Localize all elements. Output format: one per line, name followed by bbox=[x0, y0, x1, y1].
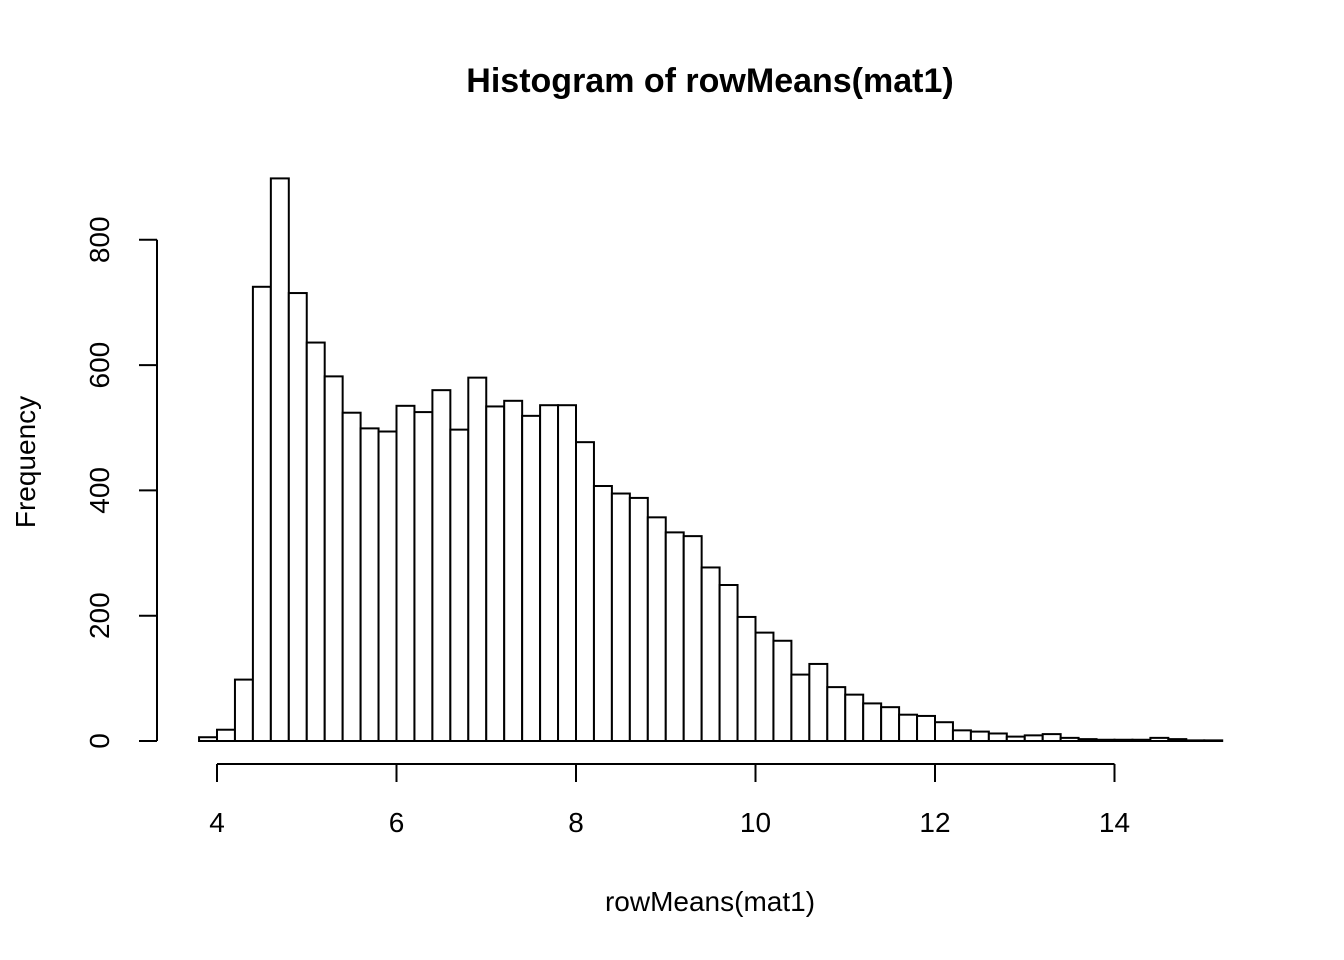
histogram-bar bbox=[485, 405, 506, 742]
histogram-bar bbox=[646, 516, 667, 743]
x-tick-label: 10 bbox=[740, 807, 771, 838]
histogram-bar bbox=[269, 177, 290, 742]
bars-group bbox=[198, 177, 1224, 743]
histogram-bar bbox=[198, 736, 219, 742]
histogram-bar bbox=[377, 430, 398, 742]
histogram-bar bbox=[736, 615, 757, 743]
histogram-bar bbox=[610, 492, 631, 742]
histogram-bar bbox=[305, 341, 326, 742]
histogram-bar bbox=[1185, 739, 1206, 742]
histogram-bar bbox=[1005, 735, 1026, 742]
histogram-bar bbox=[987, 732, 1008, 742]
histogram-bar bbox=[1095, 738, 1116, 742]
histogram-bar bbox=[1203, 739, 1224, 742]
histogram-bar bbox=[359, 427, 380, 742]
histogram-bar bbox=[916, 714, 936, 743]
y-tick-label: 400 bbox=[84, 467, 115, 514]
y-tick-label: 200 bbox=[84, 592, 115, 639]
histogram-bar bbox=[575, 441, 595, 742]
x-tick-label: 6 bbox=[389, 807, 405, 838]
histogram-bar bbox=[969, 730, 990, 742]
histogram-bar bbox=[951, 729, 972, 742]
y-axis-label: Frequency bbox=[10, 396, 41, 528]
histogram-bar bbox=[1149, 736, 1170, 742]
histogram-bar bbox=[1131, 738, 1152, 742]
x-tick-label: 8 bbox=[568, 807, 584, 838]
histogram-bar bbox=[898, 713, 919, 743]
histogram-bar bbox=[1059, 736, 1080, 742]
histogram-bar bbox=[287, 292, 308, 742]
histogram-bar bbox=[216, 728, 236, 742]
histogram-bar bbox=[592, 485, 613, 743]
histogram-bar bbox=[323, 375, 344, 742]
histogram-bar bbox=[1167, 738, 1188, 742]
x-axis: 4 6 8 10 12 14 bbox=[209, 763, 1130, 838]
x-tick-label: 14 bbox=[1099, 807, 1130, 838]
histogram-bar bbox=[700, 566, 721, 743]
histogram-bar bbox=[1077, 738, 1098, 742]
histogram-bar bbox=[233, 678, 254, 742]
histogram-bar bbox=[449, 428, 470, 742]
histogram-bar bbox=[826, 686, 847, 742]
histogram-bar bbox=[557, 404, 577, 742]
histogram-bar bbox=[467, 376, 488, 742]
histogram-bar bbox=[503, 399, 524, 742]
histogram-bar bbox=[251, 285, 272, 742]
histogram-bar bbox=[862, 702, 883, 742]
histogram-bar bbox=[772, 639, 793, 743]
histogram-bar bbox=[1023, 734, 1044, 742]
histogram-bar bbox=[682, 535, 703, 742]
y-tick-label: 0 bbox=[84, 733, 115, 749]
x-tick-label: 4 bbox=[209, 807, 225, 838]
y-tick-label: 800 bbox=[84, 216, 115, 263]
histogram-bar bbox=[395, 404, 416, 742]
histogram-bar bbox=[844, 693, 865, 743]
histogram-bar bbox=[880, 706, 901, 742]
histogram-bar bbox=[341, 411, 362, 742]
x-tick-label: 12 bbox=[919, 807, 950, 838]
histogram-bar bbox=[790, 673, 811, 743]
histogram-bar bbox=[808, 662, 829, 742]
histogram-bar bbox=[539, 404, 560, 742]
histogram-bar bbox=[431, 389, 452, 742]
histogram-bar bbox=[1041, 733, 1062, 742]
histogram-bar bbox=[664, 531, 685, 742]
histogram-bar bbox=[718, 584, 739, 742]
histogram-bar bbox=[628, 496, 649, 743]
y-axis: 0 200 400 600 800 bbox=[84, 216, 158, 749]
histogram-bar bbox=[934, 721, 954, 743]
x-axis-label: rowMeans(mat1) bbox=[605, 886, 815, 917]
histogram-bar bbox=[521, 414, 542, 742]
histogram-bar bbox=[1113, 738, 1134, 742]
histogram-bar bbox=[754, 631, 775, 742]
histogram-bar bbox=[413, 411, 434, 742]
chart-title: Histogram of rowMeans(mat1) bbox=[466, 62, 953, 100]
y-tick-label: 600 bbox=[84, 342, 115, 389]
